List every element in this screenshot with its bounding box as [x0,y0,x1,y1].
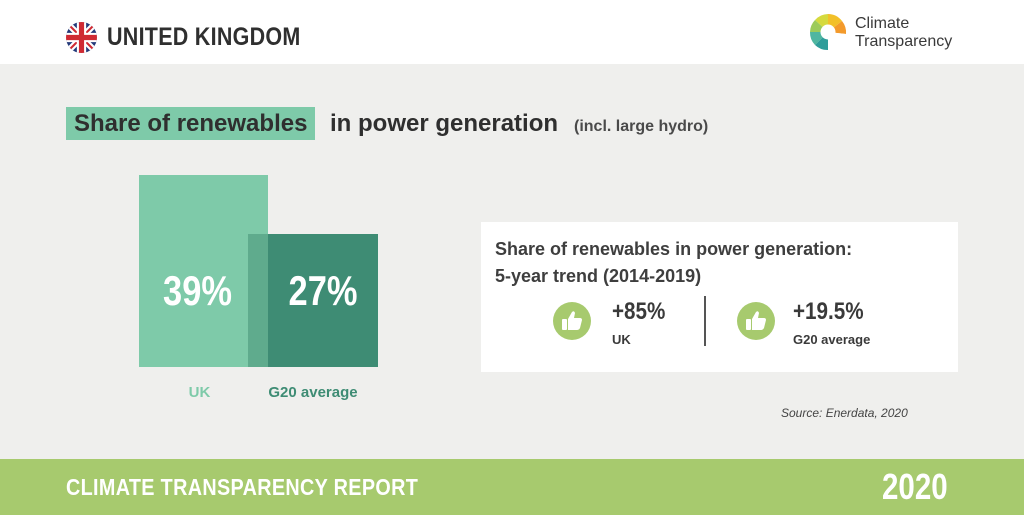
country-title: UNITED KINGDOM [107,23,301,51]
footer: CLIMATE TRANSPARENCY REPORT 2020 [0,459,1024,515]
bar-g20-value: 27% [288,267,358,314]
trend-divider [704,296,706,346]
heading-highlight: Share of renewables [66,107,316,140]
trend-title-line-2: 5-year trend (2014-2019) [495,266,702,286]
heading-note: (incl. large hydro) [574,118,709,135]
uk-flag-icon [66,22,97,53]
trend-uk-value: +85% [612,298,666,325]
footer-title: CLIMATE TRANSPARENCY REPORT [66,474,419,500]
logo-line-1: Climate [855,15,910,32]
bar-overlap [248,234,268,367]
bar-uk [139,175,268,367]
bar-g20 [248,234,378,367]
trend-title-line-1: Share of renewables in power generation: [495,239,853,259]
trend-g20-label: G20 average [793,332,871,347]
footer-year: 2020 [882,466,948,507]
bar-g20-label: G20 average [268,384,358,401]
header: UNITED KINGDOM Climate Transparency [0,0,1024,64]
trend-uk-label: UK [612,332,631,347]
trend-card: Share of renewables in power generation:… [481,222,958,372]
trend-title: Share of renewables in power generation:… [495,236,852,290]
bar-uk-label: UK [188,384,211,401]
logo-text: Climate Transparency [855,15,952,51]
trend-g20-value: +19.5% [793,298,864,325]
source-note: Source: Enerdata, 2020 [781,406,908,420]
bar-uk-value: 39% [163,267,232,314]
climate-transparency-logo-icon [808,12,848,52]
logo-line-2: Transparency [855,33,953,50]
thumbs-up-icon [737,302,775,340]
heading-rest: in power generation [330,110,559,137]
main-panel: Share of renewables in power generation … [0,64,1024,459]
thumbs-up-icon [553,302,591,340]
